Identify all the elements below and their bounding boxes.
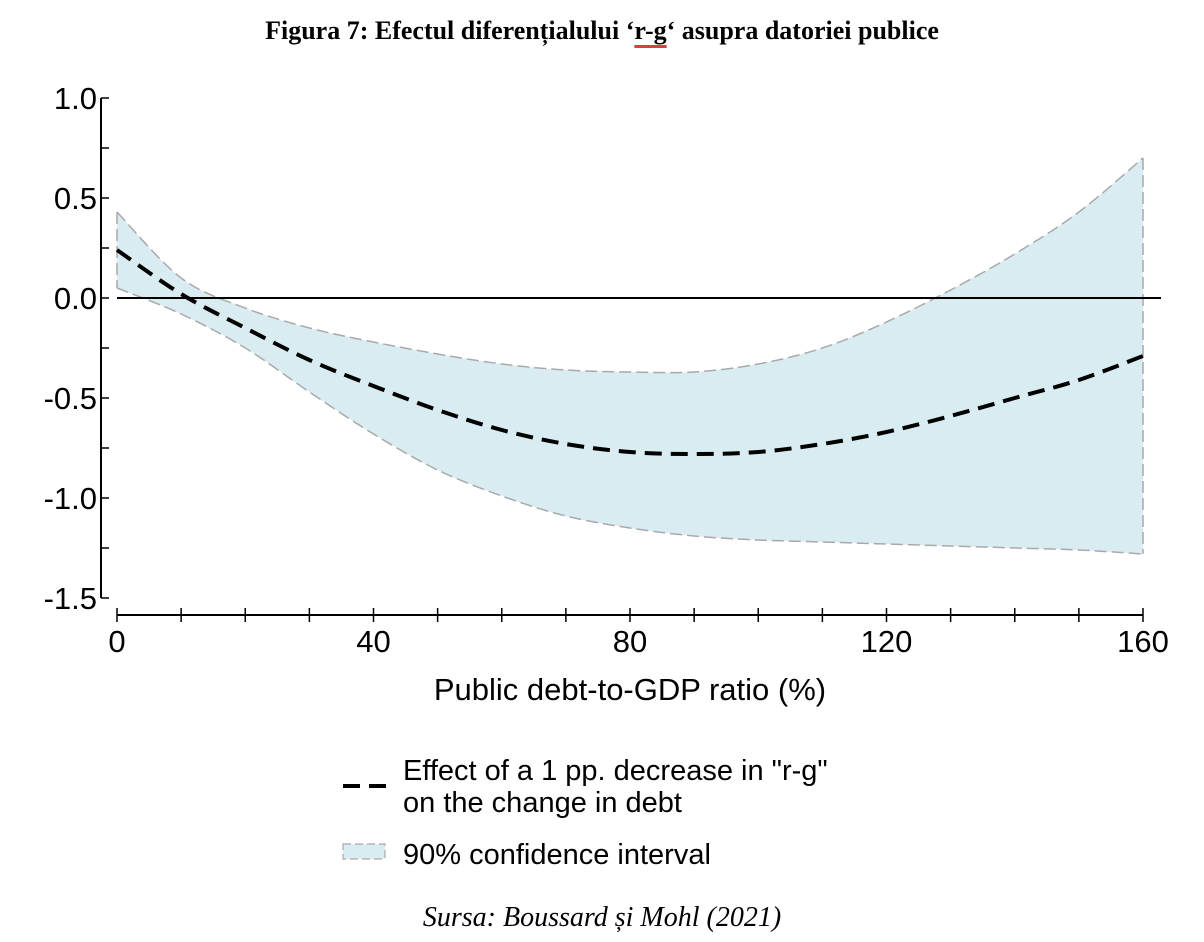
x-axis-label: Public debt-to-GDP ratio (%) bbox=[434, 672, 826, 707]
legend-swatch-band bbox=[342, 843, 386, 860]
x-tick-label: 160 bbox=[1117, 624, 1169, 659]
title-suffix: ‘ asupra datoriei publice bbox=[666, 16, 939, 45]
figure-title: Figura 7: Efectul diferențialului ‘r-g‘ … bbox=[0, 16, 1204, 46]
y-tick-label: -0.5 bbox=[44, 381, 97, 416]
x-tick-label: 80 bbox=[613, 624, 647, 659]
y-tick-label: 1.0 bbox=[54, 81, 97, 116]
title-highlight: r-g bbox=[634, 16, 667, 45]
confidence-band-lower-edge bbox=[116, 287, 1144, 555]
line-chart: 1.0 0.5 0.0 -0.5 -1.0 -1.5 0 40 80 120 160 Public … bbox=[44, 81, 1169, 871]
y-tick-label: 0.5 bbox=[54, 181, 97, 216]
confidence-band-area bbox=[117, 158, 1143, 554]
series-line-0 bbox=[115, 248, 1144, 457]
legend-label-series-line1: Effect of a 1 pp. decrease in "r-g" bbox=[403, 755, 828, 787]
title-prefix: Figura 7: Efectul diferențialului ‘ bbox=[265, 16, 635, 45]
legend-label-band: 90% confidence interval bbox=[403, 839, 711, 871]
confidence-band-layer bbox=[116, 157, 1144, 555]
x-tick-label: 120 bbox=[861, 624, 913, 659]
x-tick-label: 0 bbox=[108, 624, 125, 659]
figure-source: Sursa: Boussard și Mohl (2021) bbox=[422, 902, 782, 933]
y-tick-label: -1.0 bbox=[44, 481, 97, 516]
y-tick-label: -1.5 bbox=[44, 581, 97, 616]
series-layer bbox=[115, 248, 1144, 457]
x-tick-label: 40 bbox=[356, 624, 390, 659]
legend-label-series-line2: on the change in debt bbox=[403, 787, 682, 819]
y-tick-label: 0.0 bbox=[54, 281, 97, 316]
confidence-band-upper-edge bbox=[116, 157, 1144, 374]
legend: Effect of a 1 pp. decrease in "r-g"on th… bbox=[342, 755, 828, 871]
axes-layer: 1.0 0.5 0.0 -0.5 -1.0 -1.5 0 40 80 120 160 bbox=[44, 81, 1169, 659]
